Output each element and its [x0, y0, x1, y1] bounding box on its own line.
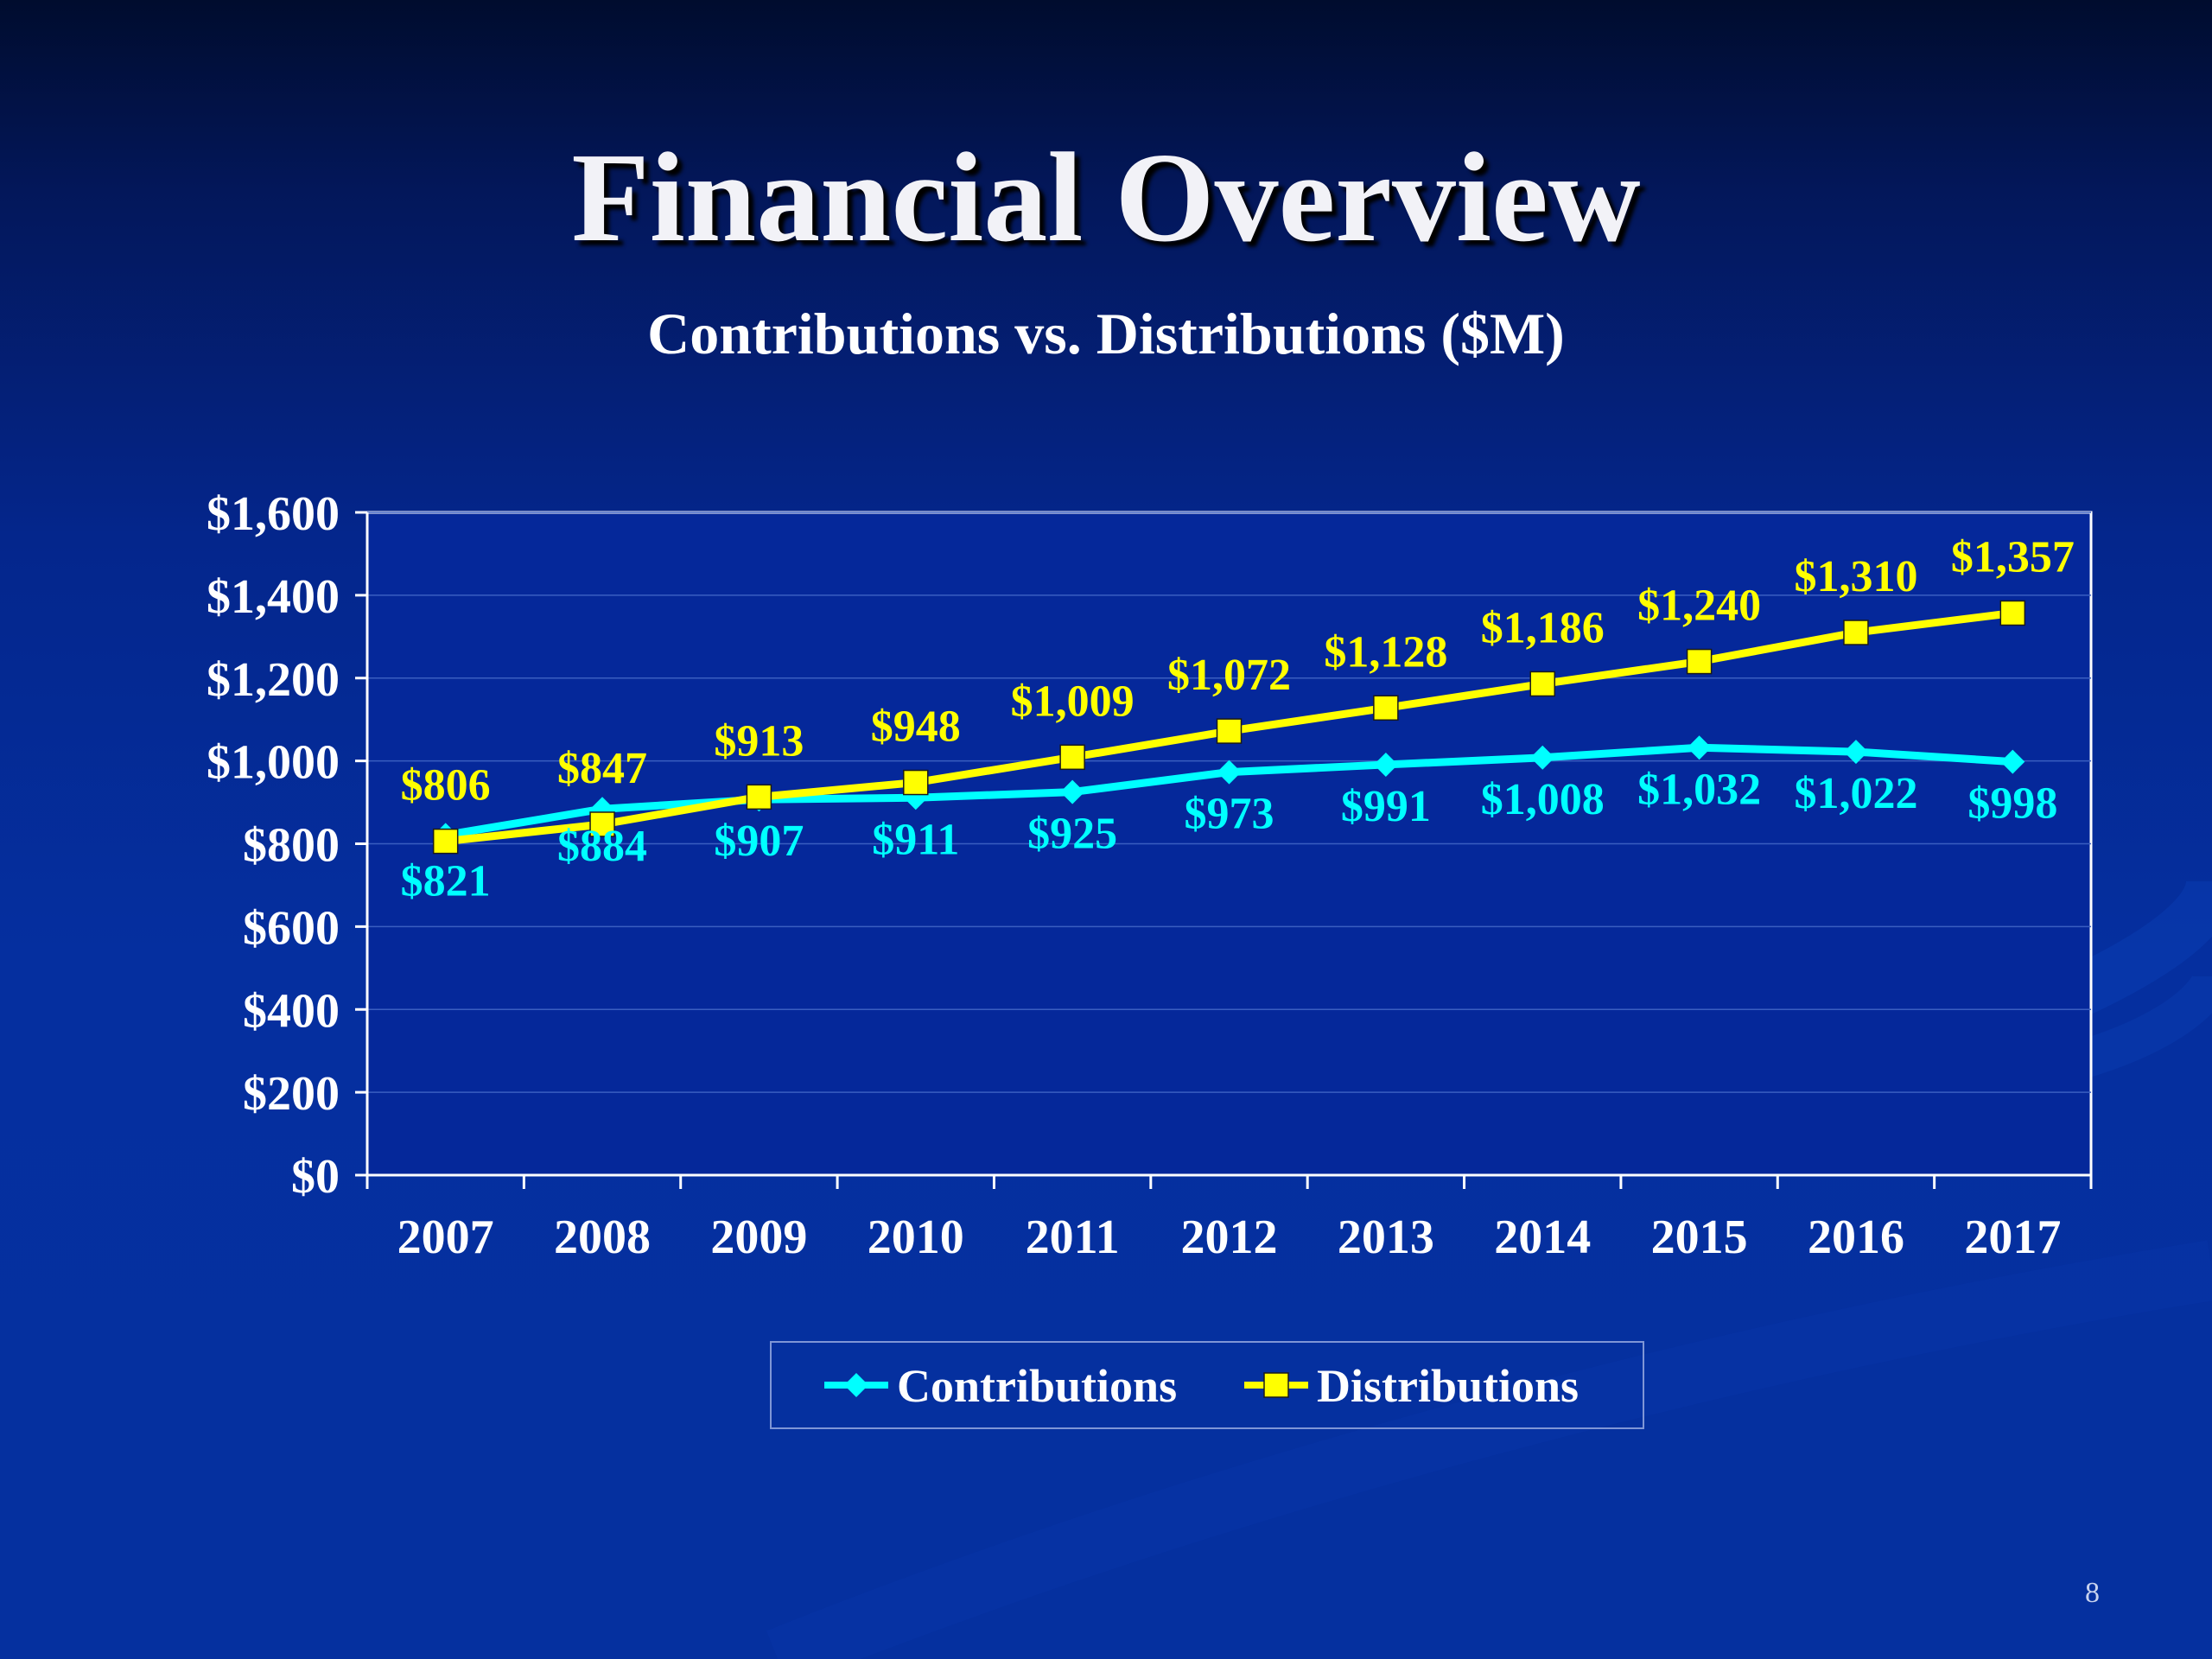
data-point-distributions — [1999, 600, 2026, 626]
legend: Contributions Distributions — [770, 1341, 1644, 1429]
data-label-distributions: $806 — [401, 761, 491, 810]
y-tick-label: $1,600 — [207, 487, 340, 541]
data-point-contributions — [1530, 745, 1555, 770]
data-point-contributions — [2000, 749, 2025, 774]
data-point-contributions — [1843, 740, 1868, 765]
data-label-distributions: $1,072 — [1167, 651, 1291, 700]
data-label-contributions: $1,022 — [1794, 769, 1917, 818]
x-tick-label: 2014 — [1494, 1211, 1591, 1264]
data-label-distributions: $1,186 — [1481, 603, 1605, 652]
x-tick-label: 2009 — [710, 1211, 807, 1264]
y-tick-label: $800 — [243, 819, 340, 873]
data-label-distributions: $1,310 — [1794, 552, 1917, 601]
y-tick-label: $1,400 — [207, 570, 340, 624]
data-point-distributions — [746, 784, 772, 810]
data-label-contributions: $1,008 — [1481, 775, 1605, 824]
legend-entry-contributions: Contributions — [824, 1360, 1177, 1412]
legend-box — [770, 1341, 1644, 1429]
data-point-distributions — [903, 769, 929, 796]
data-point-distributions — [1529, 671, 1555, 697]
y-tick-label: $200 — [243, 1067, 340, 1121]
data-label-distributions: $1,357 — [1951, 532, 2075, 582]
data-point-distributions — [589, 811, 615, 837]
data-label-contributions: $973 — [1185, 790, 1274, 839]
data-label-distributions: $1,009 — [1011, 677, 1135, 726]
data-label-contributions: $1,032 — [1637, 765, 1761, 814]
data-label-distributions: $948 — [871, 702, 961, 752]
data-point-distributions — [1373, 695, 1399, 721]
legend-label: Contributions — [897, 1360, 1177, 1412]
page-number: 8 — [2085, 1577, 2100, 1609]
data-label-contributions: $925 — [1027, 810, 1117, 859]
y-tick-label: $1,200 — [207, 653, 340, 707]
data-point-contributions — [1373, 752, 1398, 777]
data-label-contributions: $907 — [714, 817, 804, 866]
x-tick-label: 2013 — [1338, 1211, 1434, 1264]
x-tick-label: 2012 — [1181, 1211, 1278, 1264]
data-label-distributions: $847 — [557, 744, 647, 793]
legend-marker — [1263, 1372, 1289, 1398]
data-label-distributions: $1,128 — [1324, 627, 1447, 677]
y-tick-label: $600 — [243, 901, 340, 955]
data-label-distributions: $1,240 — [1637, 582, 1761, 631]
legend-label: Distributions — [1317, 1360, 1579, 1412]
x-tick-label: 2011 — [1026, 1211, 1120, 1264]
chart-title: Contributions vs. Distributions ($M) — [647, 301, 1565, 366]
data-label-contributions: $821 — [401, 856, 491, 906]
data-point-contributions — [1060, 779, 1085, 804]
series-distributions — [432, 600, 2026, 855]
data-label-contributions: $911 — [872, 815, 959, 864]
y-tick-label: $400 — [243, 984, 340, 1038]
x-tick-label: 2017 — [1964, 1211, 2061, 1264]
x-tick-label: 2008 — [554, 1211, 651, 1264]
data-point-contributions — [1217, 760, 1242, 785]
data-label-distributions: $913 — [714, 716, 804, 766]
y-tick-label: $0 — [291, 1150, 340, 1204]
data-point-distributions — [1216, 718, 1243, 744]
data-point-distributions — [432, 828, 459, 855]
x-tick-label: 2016 — [1808, 1211, 1904, 1264]
data-point-contributions — [1687, 735, 1712, 760]
legend-entry-distributions: Distributions — [1244, 1360, 1579, 1412]
y-tick-label: $1,000 — [207, 736, 340, 790]
data-label-contributions: $998 — [1967, 779, 2057, 829]
x-tick-label: 2015 — [1651, 1211, 1748, 1264]
data-label-contributions: $991 — [1341, 782, 1431, 831]
legend-marker — [844, 1373, 868, 1397]
x-tick-label: 2007 — [397, 1211, 494, 1264]
x-tick-label: 2010 — [868, 1211, 964, 1264]
data-point-distributions — [1059, 744, 1085, 771]
data-point-distributions — [1686, 648, 1713, 675]
slide-title: Financial Overview — [571, 127, 1641, 269]
data-label-contributions: $884 — [557, 822, 647, 871]
data-point-distributions — [1843, 620, 1869, 645]
